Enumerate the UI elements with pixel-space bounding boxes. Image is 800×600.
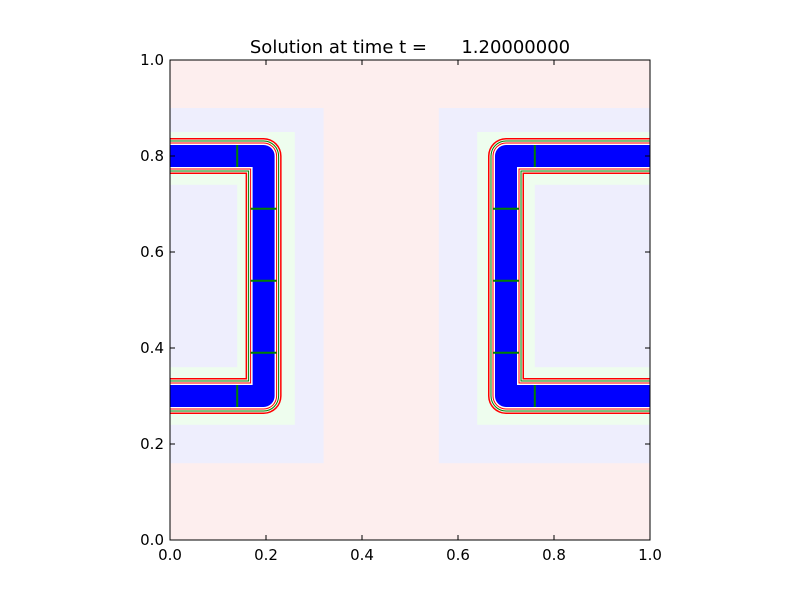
contour-band-1-level-6 bbox=[495, 145, 650, 407]
region-2 bbox=[170, 184, 238, 368]
y-tick-label: 1.0 bbox=[140, 51, 164, 69]
plot-frame bbox=[169, 59, 651, 541]
x-tick-label: 0.8 bbox=[542, 546, 566, 564]
y-tick-label: 0.8 bbox=[140, 147, 164, 165]
y-tick-label: 0.6 bbox=[140, 243, 164, 261]
y-tick-label: 0.0 bbox=[140, 531, 164, 549]
x-tick-label: 0.6 bbox=[446, 546, 470, 564]
region-5 bbox=[534, 184, 650, 368]
chart-title: Solution at time t = 1.20000000 bbox=[250, 37, 570, 58]
x-tick-label: 1.0 bbox=[638, 546, 662, 564]
x-tick-label: 0.4 bbox=[350, 546, 374, 564]
x-tick-label: 0.2 bbox=[254, 546, 278, 564]
x-tick-label: 0.0 bbox=[158, 546, 182, 564]
y-tick-label: 0.4 bbox=[140, 339, 164, 357]
contour-band-0-level-6 bbox=[170, 145, 275, 407]
y-tick-label: 0.2 bbox=[140, 435, 164, 453]
